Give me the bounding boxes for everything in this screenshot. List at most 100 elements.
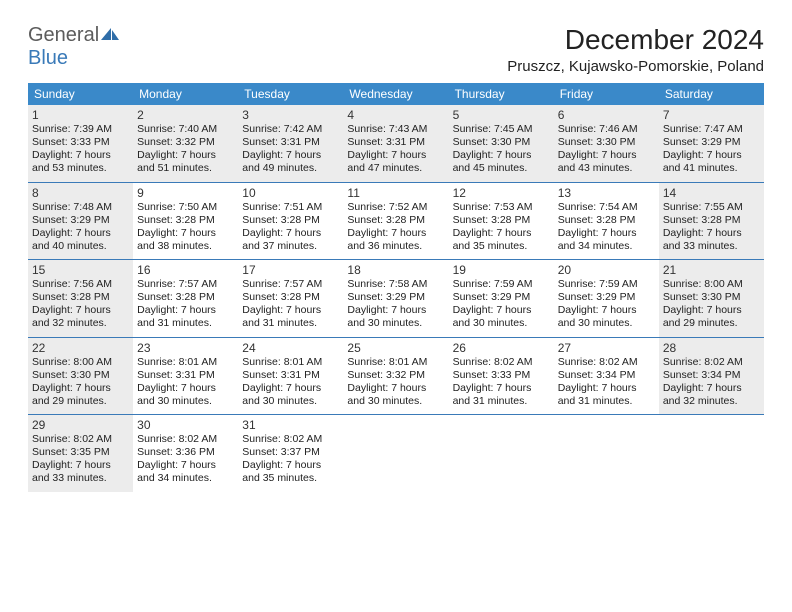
logo-text-blue: Blue bbox=[28, 47, 68, 69]
daylight-text: Daylight: 7 hours and 34 minutes. bbox=[137, 459, 234, 485]
location-subtitle: Pruszcz, Kujawsko-Pomorskie, Poland bbox=[507, 58, 764, 75]
sunrise-text: Sunrise: 8:00 AM bbox=[663, 278, 760, 291]
sunset-text: Sunset: 3:28 PM bbox=[242, 291, 339, 304]
day-info: Sunrise: 7:58 AMSunset: 3:29 PMDaylight:… bbox=[347, 278, 444, 331]
day-cell: 8Sunrise: 7:48 AMSunset: 3:29 PMDaylight… bbox=[28, 183, 133, 260]
day-info: Sunrise: 7:56 AMSunset: 3:28 PMDaylight:… bbox=[32, 278, 129, 331]
sunset-text: Sunset: 3:28 PM bbox=[242, 214, 339, 227]
daylight-text: Daylight: 7 hours and 33 minutes. bbox=[663, 227, 760, 253]
day-number: 10 bbox=[242, 186, 339, 200]
sunrise-text: Sunrise: 7:42 AM bbox=[242, 123, 339, 136]
weekday-tuesday: Tuesday bbox=[238, 83, 343, 105]
month-title: December 2024 bbox=[507, 24, 764, 56]
sunrise-text: Sunrise: 7:55 AM bbox=[663, 201, 760, 214]
sunset-text: Sunset: 3:37 PM bbox=[242, 446, 339, 459]
week-row: 1Sunrise: 7:39 AMSunset: 3:33 PMDaylight… bbox=[28, 105, 764, 183]
daylight-text: Daylight: 7 hours and 31 minutes. bbox=[242, 304, 339, 330]
daylight-text: Daylight: 7 hours and 32 minutes. bbox=[32, 304, 129, 330]
logo-sail-icon bbox=[99, 27, 121, 41]
sunset-text: Sunset: 3:36 PM bbox=[137, 446, 234, 459]
day-cell: 1Sunrise: 7:39 AMSunset: 3:33 PMDaylight… bbox=[28, 105, 133, 182]
weeks-container: 1Sunrise: 7:39 AMSunset: 3:33 PMDaylight… bbox=[28, 105, 764, 492]
day-number: 22 bbox=[32, 341, 129, 355]
day-cell: 23Sunrise: 8:01 AMSunset: 3:31 PMDayligh… bbox=[133, 338, 238, 415]
daylight-text: Daylight: 7 hours and 30 minutes. bbox=[242, 382, 339, 408]
day-cell: 4Sunrise: 7:43 AMSunset: 3:31 PMDaylight… bbox=[343, 105, 448, 182]
day-number: 18 bbox=[347, 263, 444, 277]
day-number: 26 bbox=[453, 341, 550, 355]
sunrise-text: Sunrise: 8:02 AM bbox=[32, 433, 129, 446]
sunrise-text: Sunrise: 7:50 AM bbox=[137, 201, 234, 214]
sunrise-text: Sunrise: 7:59 AM bbox=[453, 278, 550, 291]
day-cell bbox=[449, 415, 554, 492]
day-cell: 31Sunrise: 8:02 AMSunset: 3:37 PMDayligh… bbox=[238, 415, 343, 492]
sunset-text: Sunset: 3:33 PM bbox=[453, 369, 550, 382]
daylight-text: Daylight: 7 hours and 31 minutes. bbox=[558, 382, 655, 408]
day-info: Sunrise: 7:51 AMSunset: 3:28 PMDaylight:… bbox=[242, 201, 339, 254]
day-number: 12 bbox=[453, 186, 550, 200]
sunset-text: Sunset: 3:32 PM bbox=[137, 136, 234, 149]
daylight-text: Daylight: 7 hours and 30 minutes. bbox=[137, 382, 234, 408]
sunset-text: Sunset: 3:31 PM bbox=[242, 369, 339, 382]
day-cell bbox=[554, 415, 659, 492]
sunset-text: Sunset: 3:34 PM bbox=[558, 369, 655, 382]
day-info: Sunrise: 7:47 AMSunset: 3:29 PMDaylight:… bbox=[663, 123, 760, 176]
header: General Blue December 2024 Pruszcz, Kuja… bbox=[28, 24, 764, 75]
day-number: 6 bbox=[558, 108, 655, 122]
day-info: Sunrise: 7:42 AMSunset: 3:31 PMDaylight:… bbox=[242, 123, 339, 176]
calendar: SundayMondayTuesdayWednesdayThursdayFrid… bbox=[28, 83, 764, 492]
sunrise-text: Sunrise: 7:45 AM bbox=[453, 123, 550, 136]
day-cell: 19Sunrise: 7:59 AMSunset: 3:29 PMDayligh… bbox=[449, 260, 554, 337]
sunset-text: Sunset: 3:28 PM bbox=[453, 214, 550, 227]
day-number: 9 bbox=[137, 186, 234, 200]
day-number: 19 bbox=[453, 263, 550, 277]
weekday-thursday: Thursday bbox=[449, 83, 554, 105]
day-number: 23 bbox=[137, 341, 234, 355]
day-info: Sunrise: 8:02 AMSunset: 3:33 PMDaylight:… bbox=[453, 356, 550, 409]
day-number: 31 bbox=[242, 418, 339, 432]
day-number: 16 bbox=[137, 263, 234, 277]
sunset-text: Sunset: 3:29 PM bbox=[558, 291, 655, 304]
weekday-wednesday: Wednesday bbox=[343, 83, 448, 105]
day-info: Sunrise: 7:45 AMSunset: 3:30 PMDaylight:… bbox=[453, 123, 550, 176]
week-row: 15Sunrise: 7:56 AMSunset: 3:28 PMDayligh… bbox=[28, 260, 764, 338]
daylight-text: Daylight: 7 hours and 36 minutes. bbox=[347, 227, 444, 253]
logo-text-general: General bbox=[28, 24, 99, 46]
daylight-text: Daylight: 7 hours and 38 minutes. bbox=[137, 227, 234, 253]
day-number: 4 bbox=[347, 108, 444, 122]
sunrise-text: Sunrise: 7:59 AM bbox=[558, 278, 655, 291]
day-info: Sunrise: 8:02 AMSunset: 3:35 PMDaylight:… bbox=[32, 433, 129, 486]
daylight-text: Daylight: 7 hours and 35 minutes. bbox=[242, 459, 339, 485]
day-cell bbox=[343, 415, 448, 492]
daylight-text: Daylight: 7 hours and 32 minutes. bbox=[663, 382, 760, 408]
sunrise-text: Sunrise: 8:02 AM bbox=[242, 433, 339, 446]
daylight-text: Daylight: 7 hours and 43 minutes. bbox=[558, 149, 655, 175]
sunset-text: Sunset: 3:34 PM bbox=[663, 369, 760, 382]
day-cell: 22Sunrise: 8:00 AMSunset: 3:30 PMDayligh… bbox=[28, 338, 133, 415]
sunset-text: Sunset: 3:28 PM bbox=[137, 291, 234, 304]
sunset-text: Sunset: 3:29 PM bbox=[663, 136, 760, 149]
sunrise-text: Sunrise: 8:02 AM bbox=[137, 433, 234, 446]
day-number: 25 bbox=[347, 341, 444, 355]
daylight-text: Daylight: 7 hours and 30 minutes. bbox=[347, 304, 444, 330]
day-number: 21 bbox=[663, 263, 760, 277]
sunrise-text: Sunrise: 7:54 AM bbox=[558, 201, 655, 214]
daylight-text: Daylight: 7 hours and 29 minutes. bbox=[32, 382, 129, 408]
sunrise-text: Sunrise: 8:00 AM bbox=[32, 356, 129, 369]
day-info: Sunrise: 7:54 AMSunset: 3:28 PMDaylight:… bbox=[558, 201, 655, 254]
daylight-text: Daylight: 7 hours and 34 minutes. bbox=[558, 227, 655, 253]
day-info: Sunrise: 8:00 AMSunset: 3:30 PMDaylight:… bbox=[32, 356, 129, 409]
day-number: 20 bbox=[558, 263, 655, 277]
day-cell: 12Sunrise: 7:53 AMSunset: 3:28 PMDayligh… bbox=[449, 183, 554, 260]
day-number: 2 bbox=[137, 108, 234, 122]
sunrise-text: Sunrise: 7:40 AM bbox=[137, 123, 234, 136]
sunset-text: Sunset: 3:29 PM bbox=[32, 214, 129, 227]
day-number: 8 bbox=[32, 186, 129, 200]
day-info: Sunrise: 8:01 AMSunset: 3:31 PMDaylight:… bbox=[137, 356, 234, 409]
day-cell: 16Sunrise: 7:57 AMSunset: 3:28 PMDayligh… bbox=[133, 260, 238, 337]
day-cell: 18Sunrise: 7:58 AMSunset: 3:29 PMDayligh… bbox=[343, 260, 448, 337]
sunrise-text: Sunrise: 8:01 AM bbox=[347, 356, 444, 369]
sunset-text: Sunset: 3:28 PM bbox=[32, 291, 129, 304]
day-info: Sunrise: 8:01 AMSunset: 3:31 PMDaylight:… bbox=[242, 356, 339, 409]
day-cell: 6Sunrise: 7:46 AMSunset: 3:30 PMDaylight… bbox=[554, 105, 659, 182]
